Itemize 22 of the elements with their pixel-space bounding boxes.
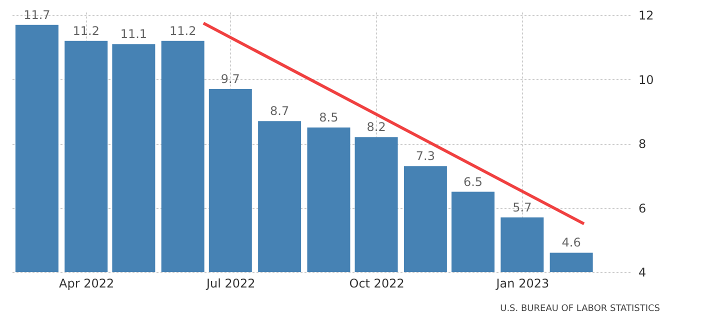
data-label: 11.7 [24,8,50,22]
data-label: 6.5 [463,174,483,189]
y-tick-label: 10 [638,72,654,87]
text: U.S. BUREAU OF LABOR STATISTICS [500,304,660,314]
data-label: 8.2 [366,120,386,134]
y-tick-label: 8 [638,137,646,152]
data-label: 11.1 [120,27,148,42]
data-label: 11.2 [72,24,100,38]
y-tick-label: 4 [638,266,646,280]
x-tick-label: Apr 2022 [59,276,114,290]
y-tick-label: 6 [638,201,646,216]
data-label: 9.7 [220,72,240,86]
data-label: 8.7 [270,104,290,118]
data-label: 7.3 [416,149,435,164]
x-tick-label: Jan 2023 [495,276,550,290]
x-tick-label: Jul 2022 [205,276,256,290]
x-tick-label: Oct 2022 [349,276,404,290]
data-label: 5.7 [512,200,532,214]
data-label: 11.2 [169,24,196,38]
y-tick-label: 12 [638,8,654,23]
data-label: 4.6 [562,236,581,250]
data-label: 8.5 [319,110,338,125]
